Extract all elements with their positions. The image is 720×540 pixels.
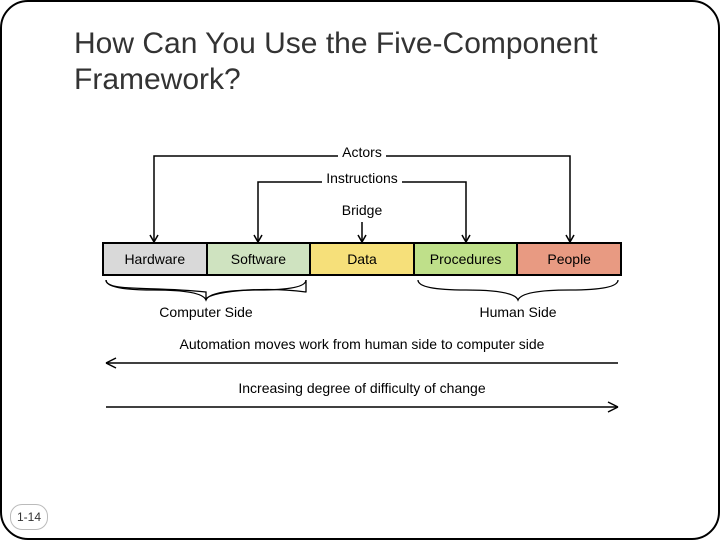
- arrow-difficulty: [102, 398, 622, 416]
- caption-automation: Automation moves work from human side to…: [102, 336, 622, 352]
- label-instructions: Instructions: [102, 162, 622, 178]
- label-actors-text: Actors: [338, 144, 386, 160]
- component-boxes-row: Hardware Software Data Procedures People: [102, 242, 622, 276]
- slide-frame: How Can You Use the Five-Component Frame…: [0, 0, 720, 540]
- caption-difficulty: Increasing degree of difficulty of chang…: [102, 380, 622, 396]
- component-people: People: [517, 244, 622, 274]
- label-bridge: Bridge: [102, 202, 622, 218]
- label-computer-side: Computer Side: [102, 304, 310, 320]
- slide-title: How Can You Use the Five-Component Frame…: [74, 26, 634, 98]
- component-hardware: Hardware: [102, 244, 207, 274]
- component-data: Data: [310, 244, 414, 274]
- label-instructions-text: Instructions: [322, 170, 402, 186]
- page-number-badge: 1-14: [10, 504, 48, 530]
- arrow-automation: [102, 354, 622, 372]
- five-component-diagram: Actors Instructions Bridge Hardware Soft…: [102, 132, 622, 432]
- component-software: Software: [207, 244, 311, 274]
- label-human-side: Human Side: [414, 304, 622, 320]
- label-bridge-text: Bridge: [342, 202, 382, 218]
- label-actors: Actors: [102, 132, 622, 148]
- page-number-text: 1-14: [17, 510, 41, 524]
- component-procedures: Procedures: [414, 244, 518, 274]
